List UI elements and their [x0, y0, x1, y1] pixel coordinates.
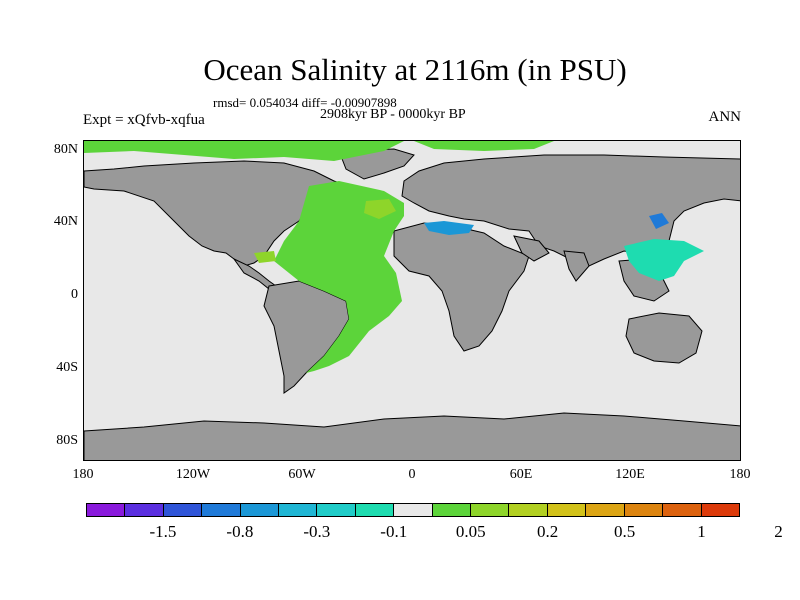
stats-line: rmsd= 0.054034 diff= -0.00907898 [213, 95, 397, 110]
lon-label-120w: 120W [175, 467, 211, 482]
experiment-label: Expt = xQfvb-xqfua [83, 112, 205, 128]
colorbar [86, 503, 740, 517]
map-canvas [84, 141, 740, 460]
colorbar-cell [509, 504, 548, 516]
colorbar-cell [163, 504, 203, 516]
map-title: Ocean Salinity at 2116m (in PSU) [203, 52, 627, 87]
lon-label-120e: 120E [615, 467, 645, 482]
colorbar-label: -1.5 [149, 522, 177, 541]
negative-anomalies [424, 213, 704, 281]
colorbar-label: -0.1 [380, 522, 408, 541]
colorbar-label: 0.2 [537, 522, 559, 541]
colorbar-cell [624, 504, 664, 516]
lon-label-0: 0 [408, 467, 416, 482]
lat-label-80s: 80S [56, 433, 78, 448]
colorbar-cell [394, 504, 433, 516]
lon-label-60w: 60W [288, 467, 316, 482]
colorbar-cell [471, 504, 510, 516]
season-label: ANN [708, 109, 742, 125]
colorbar-cell [663, 504, 702, 516]
lat-label-40s: 40S [56, 360, 78, 375]
colorbar-cell [87, 504, 126, 516]
lat-label-40n: 40N [53, 214, 78, 229]
colorbar-label: -0.3 [303, 522, 331, 541]
lon-label-180e: 180 [729, 467, 751, 482]
lat-label-80n: 80N [53, 142, 78, 157]
lon-label-60e: 60E [509, 467, 533, 482]
lat-label-0: 0 [71, 287, 78, 302]
colorbar-label: 0.5 [613, 522, 636, 541]
colorbar-cell [279, 504, 318, 516]
colorbar-label: 2 [774, 522, 783, 541]
colorbar-cell [701, 504, 739, 516]
colorbar-cell [202, 504, 241, 516]
colorbar-cell [586, 504, 625, 516]
world-map [83, 140, 741, 461]
colorbar-cell [355, 504, 395, 516]
colorbar-label: -0.8 [226, 522, 254, 541]
colorbar-cell [317, 504, 356, 516]
lon-label-180w: 180 [72, 467, 94, 482]
colorbar-cell [125, 504, 164, 516]
colorbar-cell [432, 504, 472, 516]
colorbar-label: 0.05 [455, 522, 486, 541]
time-period: 2908kyr BP - 0000kyr BP [320, 107, 466, 122]
colorbar-label: 1 [697, 522, 706, 541]
colorbar-cell [240, 504, 280, 516]
positive-anomalies [84, 141, 554, 373]
colorbar-cell [547, 504, 587, 516]
